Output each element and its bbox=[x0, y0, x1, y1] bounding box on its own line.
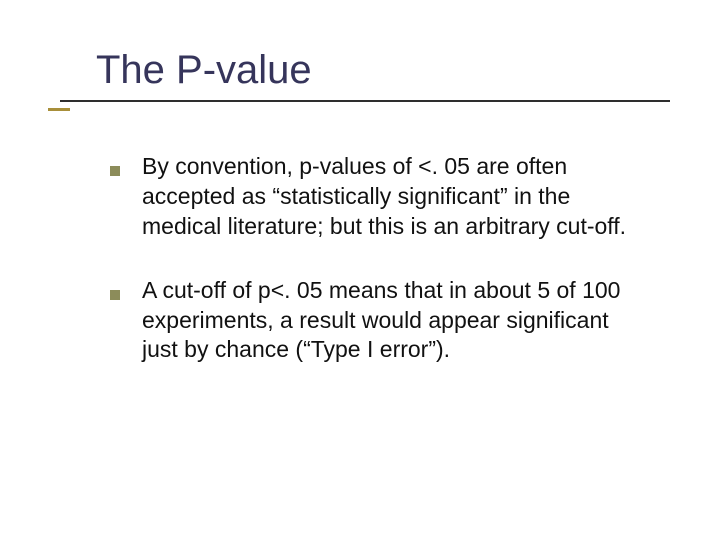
slide-title: The P-value bbox=[96, 48, 660, 92]
bullet-text: By convention, p-values of <. 05 are oft… bbox=[142, 152, 630, 242]
square-bullet-icon bbox=[110, 166, 120, 176]
slide-body: By convention, p-values of <. 05 are oft… bbox=[110, 152, 630, 365]
bullet-item: By convention, p-values of <. 05 are oft… bbox=[110, 152, 630, 242]
bullet-item: A cut-off of p<. 05 means that in about … bbox=[110, 276, 630, 366]
bullet-text: A cut-off of p<. 05 means that in about … bbox=[142, 276, 630, 366]
title-underline bbox=[60, 100, 670, 102]
title-container: The P-value bbox=[96, 48, 660, 92]
slide: The P-value By convention, p-values of <… bbox=[0, 0, 720, 540]
square-bullet-icon bbox=[110, 290, 120, 300]
title-accent-bar bbox=[48, 108, 70, 111]
